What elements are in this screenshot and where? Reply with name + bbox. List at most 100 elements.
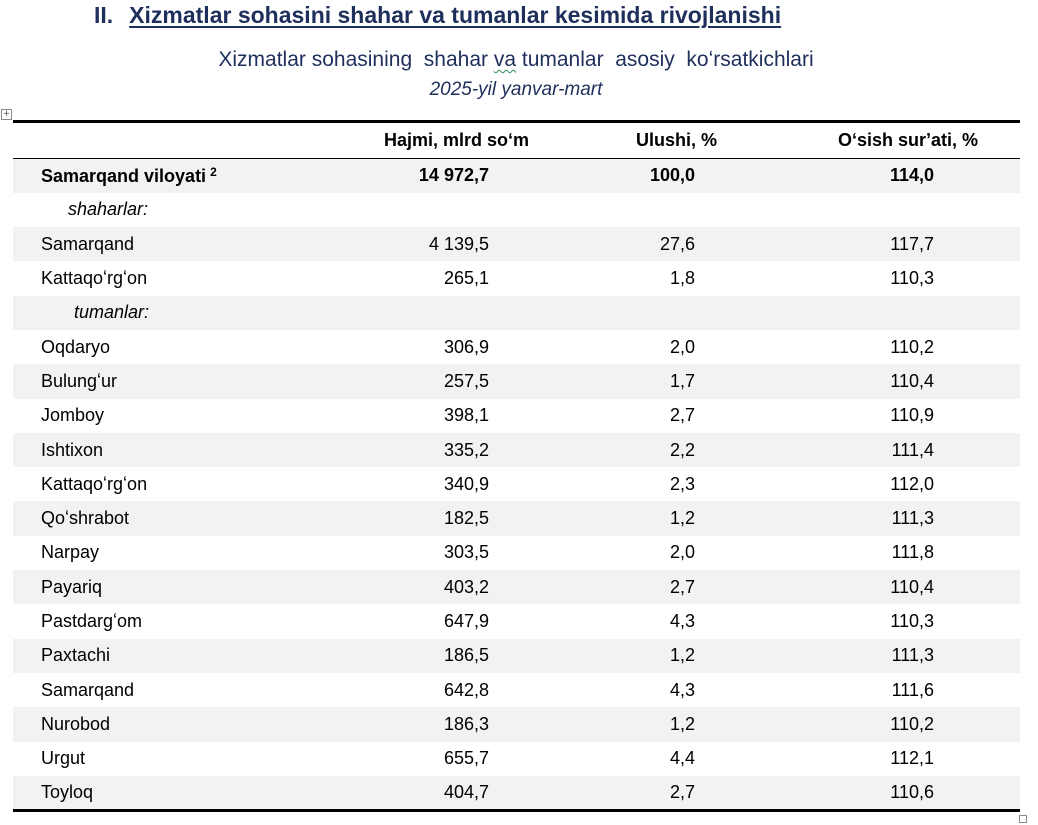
row-growth: 110,9: [890, 405, 934, 426]
row-growth: 110,3: [890, 611, 934, 631]
table-title: Xizmatlar sohasining shahar va tumanlar …: [0, 46, 1032, 74]
header-growth: Oʻsish surʼati, %: [837, 130, 978, 150]
row-name: Urgut: [41, 748, 86, 769]
footnote-marker: 2: [210, 164, 217, 179]
table-title-part-2: tumanlar asosiy koʻrsatkichlari: [516, 48, 814, 71]
row-growth: 114,0: [889, 165, 934, 186]
table-row: Jomboy 398,1 2,7 110,9: [13, 399, 1020, 433]
row-share: 2,7: [669, 405, 695, 426]
row-share: 1,7: [669, 370, 695, 391]
row-share: 4,3: [669, 679, 695, 700]
section-label-cities: shaharlar:: [68, 199, 149, 220]
row-growth: 111,6: [891, 679, 934, 700]
row-volume: 4 139,5: [428, 233, 489, 254]
row-share: 100,0: [649, 165, 695, 186]
row-growth: 112,1: [890, 748, 934, 769]
row-growth: 110,4: [890, 576, 934, 597]
table-header-row: Hajmi, mlrd soʻm Ulushi, % Oʻsish surʼat…: [13, 121, 1020, 159]
row-share: 1,2: [669, 713, 695, 734]
row-growth: 110,2: [890, 336, 934, 357]
row-name: Narpay: [41, 542, 100, 563]
table-row: Nurobod 186,3 1,2 110,2: [13, 707, 1020, 742]
row-name: Payariq: [41, 576, 103, 597]
table-row: Paxtachi 186,5 1,2 111,3: [13, 638, 1020, 673]
services-table: Hajmi, mlrd soʻm Ulushi, % Oʻsish surʼat…: [13, 120, 1020, 812]
row-name: Oqdaryo: [41, 336, 111, 357]
section-title: Xizmatlar sohasini shahar va tumanlar ke…: [129, 2, 782, 28]
section-heading: II. Xizmatlar sohasini shahar va tumanlar…: [94, 0, 781, 30]
section-row-cities: shaharlar:: [13, 193, 1020, 227]
row-share: 2,7: [669, 576, 695, 597]
table-row: Oqdaryo 306,9 2,0 110,2: [13, 330, 1020, 364]
table-row: Payariq 403,2 2,7 110,4: [13, 570, 1020, 605]
row-name: Qoʻshrabot: [41, 508, 130, 529]
section-number: II.: [94, 2, 114, 28]
row-volume: 647,9: [443, 611, 489, 631]
row-volume: 182,5: [443, 508, 489, 529]
header-name: [13, 122, 304, 159]
row-share: 1,2: [669, 645, 695, 666]
row-volume: 404,7: [443, 781, 489, 802]
table-period: 2025-yil yanvar-mart: [429, 79, 603, 100]
row-volume: 642,8: [443, 679, 489, 700]
table-title-part-1: Xizmatlar sohasining shahar: [218, 48, 494, 71]
row-name: Samarqand: [41, 679, 135, 700]
row-share: 2,0: [669, 336, 695, 357]
row-growth: 111,3: [891, 508, 934, 529]
table-row: Kattaqoʻrgʻon 265,1 1,8 110,3: [13, 261, 1020, 295]
table-row: Narpay 303,5 2,0 111,8: [13, 536, 1020, 570]
row-share: 1,2: [669, 508, 695, 529]
row-share: 2,0: [669, 542, 695, 563]
table-row: Ishtixon 335,2 2,2 111,4: [13, 432, 1020, 468]
row-volume: 14 972,7: [418, 165, 489, 186]
row-share: 2,3: [669, 473, 695, 494]
row-share: 4,4: [669, 748, 695, 769]
row-growth: 111,3: [891, 645, 934, 666]
row-share: 2,2: [669, 439, 695, 460]
table-row-total: Samarqand viloyati 2 14 972,7 100,0 114,0: [13, 158, 1020, 193]
row-volume: 335,2: [443, 439, 489, 460]
header-volume: Hajmi, mlrd soʻm: [383, 130, 529, 150]
move-handle-icon[interactable]: +: [1, 109, 12, 120]
resize-handle-icon[interactable]: [1019, 815, 1027, 823]
table-row: Pastdargʻom 647,9 4,3 110,3: [13, 604, 1020, 638]
row-name: Ishtixon: [41, 439, 104, 460]
row-growth: 110,4: [890, 370, 934, 391]
row-volume: 306,9: [443, 336, 489, 357]
row-growth: 112,0: [890, 473, 934, 494]
row-name: Samarqand: [41, 233, 135, 254]
row-volume: 257,5: [443, 370, 489, 391]
row-name: Kattaqoʻrgʻon: [41, 268, 148, 289]
row-name: Toyloq: [41, 781, 94, 802]
header-share: Ulushi, %: [635, 130, 717, 150]
row-share: 1,8: [669, 268, 695, 289]
row-volume: 265,1: [443, 268, 489, 289]
table-row: Toyloq 404,7 2,7 110,6: [13, 775, 1020, 811]
data-table-container: Hajmi, mlrd soʻm Ulushi, % Oʻsish surʼat…: [13, 120, 1020, 812]
table-row: Kattaqoʻrgʻon 340,9 2,3 112,0: [13, 467, 1020, 501]
row-volume: 398,1: [443, 405, 489, 426]
row-growth: 110,3: [890, 268, 934, 289]
row-share: 4,3: [669, 611, 695, 631]
table-row: Samarqand 4 139,5 27,6 117,7: [13, 227, 1020, 262]
row-volume: 655,7: [443, 748, 489, 769]
section-label-districts: tumanlar:: [74, 302, 150, 323]
row-share: 27,6: [659, 233, 695, 254]
table-row: Samarqand 642,8 4,3 111,6: [13, 673, 1020, 707]
row-growth: 117,7: [890, 233, 934, 254]
row-growth: 111,8: [891, 542, 934, 563]
row-growth: 111,4: [891, 439, 934, 460]
row-volume: 340,9: [443, 473, 489, 494]
row-name: Samarqand viloyati 2: [41, 164, 217, 186]
table-title-marked-word: va: [493, 48, 517, 71]
row-name: Jomboy: [41, 405, 105, 426]
row-name: Nurobod: [41, 713, 111, 734]
row-volume: 186,3: [443, 713, 489, 734]
row-name: Kattaqoʻrgʻon: [41, 473, 148, 494]
table-row: Bulungʻur 257,5 1,7 110,4: [13, 364, 1020, 399]
table-row: Urgut 655,7 4,4 112,1: [13, 742, 1020, 776]
table-row: Qoʻshrabot 182,5 1,2 111,3: [13, 501, 1020, 536]
row-volume: 403,2: [443, 576, 489, 597]
row-growth: 110,2: [890, 713, 934, 734]
section-row-districts: tumanlar:: [13, 295, 1020, 330]
